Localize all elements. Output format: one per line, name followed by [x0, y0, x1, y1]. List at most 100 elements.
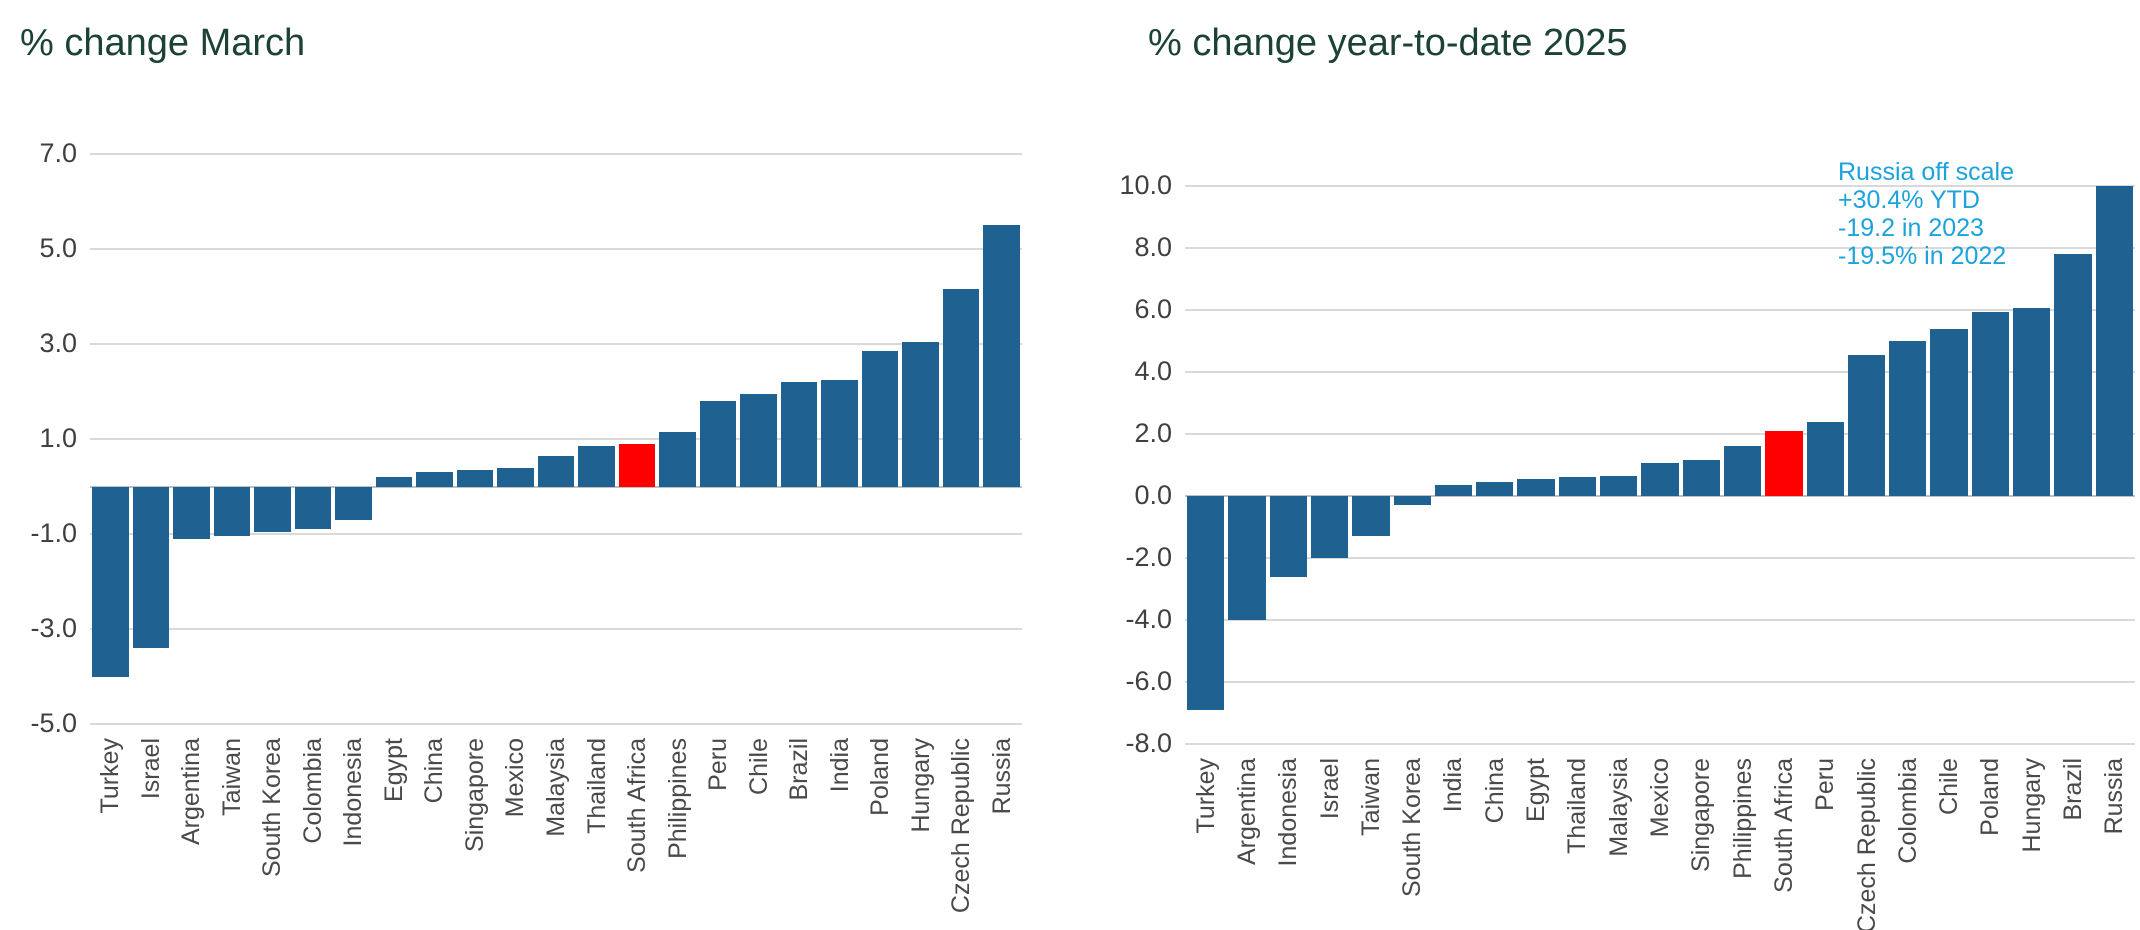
bar-peru — [699, 401, 737, 487]
x-axis-label-thailand: Thailand — [1563, 758, 1592, 854]
bar-brazil — [2054, 254, 2092, 496]
bar-malaysia — [537, 455, 575, 487]
bar-russia — [983, 225, 1020, 487]
annotation-line: Russia off scale — [1838, 158, 2015, 186]
bar-china — [1476, 482, 1514, 496]
bar-colombia — [294, 486, 332, 530]
x-axis-label-russia: Russia — [2100, 758, 2129, 835]
x-axis-label-mexico: Mexico — [1646, 758, 1674, 838]
x-axis-label-mexico: Mexico — [501, 738, 530, 818]
y-tick-label: -5.0 — [30, 708, 77, 738]
gridline — [1185, 681, 2135, 683]
bar-chile — [1930, 328, 1968, 496]
bar-egypt — [1517, 478, 1555, 496]
x-axis-label-singapore: Singapore — [460, 738, 489, 852]
x-axis-label-china: China — [420, 738, 449, 804]
x-axis-label-colombia: Colombia — [1893, 758, 1922, 864]
gridline — [90, 438, 1022, 440]
bar-china — [416, 472, 453, 487]
bar-brazil — [780, 382, 818, 487]
bar-russia — [2095, 186, 2133, 496]
y-tick-label: 1.0 — [39, 423, 77, 453]
y-tick-label: 2.0 — [1134, 418, 1172, 448]
x-axis-label-israel: Israel — [1315, 758, 1344, 820]
bar-india — [1434, 485, 1473, 496]
x-axis-label-chile: Chile — [1935, 758, 1964, 815]
bar-philippines — [1723, 446, 1762, 496]
bar-indonesia — [1269, 496, 1307, 577]
x-axis-label-israel: Israel — [136, 738, 165, 800]
bar-colombia — [1889, 341, 1927, 496]
chart-title-march: % change March — [20, 22, 306, 64]
y-tick-label: -4.0 — [1125, 604, 1172, 634]
bar-poland — [1971, 311, 2010, 496]
x-axis-label-south-africa: South Africa — [1769, 758, 1798, 893]
bar-south-korea — [254, 486, 291, 532]
gridline — [90, 533, 1022, 535]
x-axis-label-colombia: Colombia — [298, 738, 327, 844]
bar-taiwan — [213, 486, 251, 537]
x-axis-label-malaysia: Malaysia — [1604, 758, 1633, 857]
x-axis-label-argentina: Argentina — [1232, 758, 1261, 866]
bar-mexico — [497, 467, 534, 487]
x-axis-label-south-africa: South Africa — [623, 738, 652, 873]
gridline — [1185, 743, 2135, 745]
x-axis-label-turkey: Turkey — [96, 738, 125, 814]
bar-singapore — [1682, 460, 1720, 496]
x-axis-label-south-korea: South Korea — [258, 738, 287, 877]
x-axis-label-russia: Russia — [987, 738, 1016, 815]
bar-taiwan — [1352, 496, 1390, 537]
x-axis-label-egypt: Egypt — [379, 738, 408, 802]
y-tick-label: 0.0 — [1134, 480, 1172, 510]
x-axis-label-malaysia: Malaysia — [542, 738, 570, 837]
x-axis-label-philippines: Philippines — [1728, 758, 1757, 879]
bar-philippines — [659, 431, 696, 487]
bar-turkey — [92, 486, 129, 677]
bar-hungary — [902, 341, 939, 487]
y-tick-label: -8.0 — [1125, 728, 1172, 758]
gridline — [90, 248, 1022, 250]
bar-malaysia — [1600, 475, 1638, 496]
bar-argentina — [1228, 496, 1266, 620]
gridline — [1185, 557, 2135, 559]
y-tick-label: -1.0 — [30, 518, 77, 548]
bar-thailand — [578, 446, 615, 487]
plot-area-ytd — [1185, 185, 2135, 745]
x-axis-label-south-korea: South Korea — [1398, 758, 1427, 897]
bar-india — [821, 379, 858, 487]
gridline — [90, 723, 1022, 725]
x-axis-label-india: India — [825, 738, 854, 793]
bar-peru — [1806, 421, 1844, 496]
bar-thailand — [1558, 477, 1597, 496]
gridline — [1185, 433, 2135, 435]
y-tick-label: 3.0 — [39, 328, 77, 358]
gridline — [1185, 247, 2135, 249]
y-tick-label: 6.0 — [1134, 294, 1172, 324]
bar-israel — [132, 486, 170, 648]
annotation-line: +30.4% YTD — [1838, 186, 1980, 214]
bar-turkey — [1187, 496, 1225, 710]
x-axis-label-turkey: Turkey — [1191, 758, 1220, 834]
x-axis-label-philippines: Philippines — [663, 738, 692, 859]
y-tick-label: 8.0 — [1134, 232, 1172, 262]
y-tick-label: 10.0 — [1119, 170, 1172, 200]
zero-gridline — [1185, 495, 2135, 497]
gridline — [90, 153, 1022, 155]
bar-argentina — [173, 486, 210, 539]
bar-israel — [1310, 496, 1349, 558]
x-axis-label-brazil: Brazil — [2059, 758, 2088, 821]
y-tick-label: -3.0 — [30, 613, 77, 643]
bar-mexico — [1641, 463, 1679, 496]
x-axis-label-poland: Poland — [866, 738, 895, 816]
x-axis-label-singapore: Singapore — [1687, 758, 1716, 872]
x-axis-label-czech-republic: Czech Republic — [1852, 758, 1881, 930]
x-axis-label-peru: Peru — [704, 738, 733, 791]
gridline — [1185, 309, 2135, 311]
gridline — [1185, 619, 2135, 621]
y-tick-label: 5.0 — [39, 233, 77, 263]
bar-south-korea — [1393, 496, 1431, 506]
bar-chile — [740, 393, 777, 487]
x-axis-label-taiwan: Taiwan — [1356, 758, 1385, 836]
zero-gridline — [90, 485, 1022, 488]
